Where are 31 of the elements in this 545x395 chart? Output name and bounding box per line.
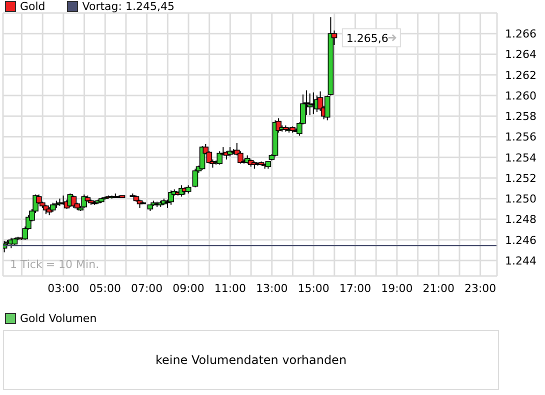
text: Gold Volumen	[19, 312, 97, 325]
annotation: 1 Tick = 10 Min.	[10, 258, 100, 271]
x-tick-label: 05:00	[89, 282, 121, 295]
legend-label: Vortag: 1.245,45	[81, 0, 174, 13]
x-tick-label: 09:00	[172, 282, 204, 295]
y-tick-label: 1.256	[505, 130, 536, 144]
y-tick-label: 1.250	[505, 192, 536, 206]
y-tick-label: 1.262	[505, 68, 536, 82]
y-tick-label: 1.260	[505, 89, 536, 102]
candlestick	[70, 195, 77, 208]
y-tick-label: 1.254	[505, 151, 536, 164]
y-tick-label: 1.244	[505, 254, 536, 268]
x-tick-label: 07:00	[130, 282, 163, 295]
annotation: 1.265,6	[346, 32, 388, 45]
x-tick-label: 11:00	[214, 282, 246, 295]
legend-label: Gold	[19, 0, 46, 13]
candlestick	[192, 168, 198, 188]
y-tick-label: 1.258	[505, 110, 536, 124]
x-tick-label: 17:00	[339, 282, 372, 295]
text: keine Volumendaten vorhanden	[155, 353, 347, 367]
x-tick-label: 21:00	[422, 282, 454, 295]
y-tick-label: 1.248	[505, 213, 536, 226]
x-tick-label: 03:00	[48, 282, 80, 295]
y-tick-label: 1.252	[505, 172, 536, 185]
y-tick-label: 1.264	[505, 48, 536, 62]
x-tick-label: 15:00	[298, 282, 330, 295]
y-tick-label: 1.266	[505, 28, 536, 41]
x-tick-label: 23:00	[464, 282, 496, 295]
x-tick-label: 19:00	[381, 282, 413, 295]
y-tick-label: 1.246	[505, 234, 536, 247]
x-tick-label: 13:00	[256, 282, 288, 295]
